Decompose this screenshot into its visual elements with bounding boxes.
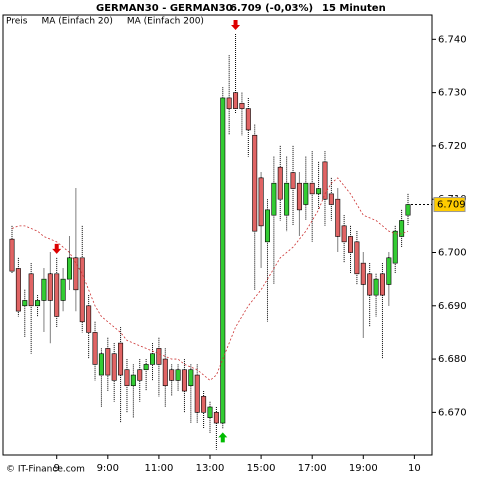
candle-body: [328, 193, 334, 205]
candle-body: [60, 278, 66, 301]
candle-body: [181, 369, 187, 392]
candle-body: [15, 268, 21, 312]
candle-body: [175, 369, 181, 381]
candle-body: [41, 278, 47, 301]
y-tick-label: 6.730: [438, 88, 467, 99]
legend-entry: MA (Einfach 200): [127, 17, 204, 27]
candle-body: [271, 182, 277, 216]
candle-body: [118, 342, 124, 376]
y-tick-label: 6.670: [438, 407, 467, 418]
candle-body: [277, 166, 283, 200]
candle-body: [66, 257, 72, 280]
candle-body: [316, 188, 322, 195]
candle-body: [130, 374, 136, 387]
copyright: © IT-Finance.com: [6, 465, 85, 475]
legend-entry: MA (Einfach 20): [42, 17, 113, 27]
y-tick-label: 6.680: [438, 354, 467, 365]
candle-body: [98, 353, 104, 376]
y-tick-label: 6.700: [438, 247, 467, 258]
candle-body: [220, 97, 226, 424]
candle-body: [111, 353, 117, 381]
candle-body: [207, 406, 213, 418]
candle-body: [169, 369, 175, 381]
candle-body: [360, 262, 366, 285]
candle-body: [226, 97, 232, 109]
candle-body: [309, 182, 315, 195]
candle-body: [86, 305, 92, 333]
candle-body: [201, 396, 207, 413]
candle-body: [386, 257, 392, 285]
x-tick-label: 19:00: [349, 463, 378, 474]
candle-body: [54, 273, 60, 317]
candle-body: [379, 273, 385, 296]
candle-body: [47, 273, 53, 301]
candle-body: [367, 273, 373, 296]
y-tick-label: 6.690: [438, 301, 467, 312]
chart-subtitle: 6.709 (-0,03%): [230, 3, 313, 14]
candle-body: [264, 209, 270, 243]
candle-body: [137, 369, 143, 381]
candle-body: [35, 300, 41, 307]
candle-body: [28, 273, 34, 307]
candle-body: [156, 348, 162, 365]
candle-body: [213, 412, 219, 424]
candle-body: [188, 369, 194, 387]
candle-body: [150, 353, 156, 365]
candle-body: [341, 225, 347, 243]
candle-body: [9, 238, 15, 272]
y-tick-label: 6.720: [438, 141, 467, 152]
candle-body: [194, 374, 200, 413]
plot-frame: [2, 14, 433, 456]
candle-body: [22, 300, 28, 307]
chart-title: GERMAN30 - GERMAN30: [96, 3, 233, 14]
candle-body: [143, 364, 149, 371]
candle-body: [405, 204, 411, 216]
signal-arrow: [218, 432, 228, 443]
candle-body: [79, 257, 85, 323]
x-tick-label: 10: [408, 463, 421, 474]
candle-body: [392, 230, 398, 264]
candle-body: [252, 134, 258, 232]
last-price-label: 6.709: [437, 200, 466, 211]
candle-body: [399, 220, 405, 237]
last-price-box: [433, 197, 466, 213]
candle-body: [245, 108, 251, 131]
candle-body: [162, 358, 168, 387]
legend-entry: Preis: [6, 17, 28, 27]
candle-body: [105, 348, 111, 376]
chart-interval: 15 Minuten: [322, 3, 386, 14]
x-tick-label: 9: [54, 463, 60, 474]
x-tick-label: 11:00: [144, 463, 173, 474]
candle-body: [290, 172, 296, 189]
signal-arrow: [231, 19, 241, 30]
candle-body: [124, 369, 130, 387]
candle-body: [73, 257, 79, 291]
y-tick-label: 6.740: [438, 34, 467, 45]
candle-body: [335, 198, 341, 237]
candle-body: [92, 332, 98, 365]
candle-body: [233, 92, 239, 109]
x-tick-label: 13:00: [196, 463, 225, 474]
x-tick-label: 9:00: [97, 463, 119, 474]
candle-body: [348, 236, 354, 253]
signal-arrow: [52, 243, 62, 254]
candle-body: [303, 182, 309, 205]
x-tick-label: 17:00: [298, 463, 327, 474]
candle-body: [373, 278, 379, 296]
candle-body: [322, 161, 328, 200]
candle-body: [296, 182, 302, 211]
candle-body: [354, 241, 360, 275]
candle-body: [258, 177, 264, 227]
candle-body: [284, 182, 290, 216]
x-tick-label: 15:00: [247, 463, 276, 474]
candle-body: [239, 102, 245, 109]
